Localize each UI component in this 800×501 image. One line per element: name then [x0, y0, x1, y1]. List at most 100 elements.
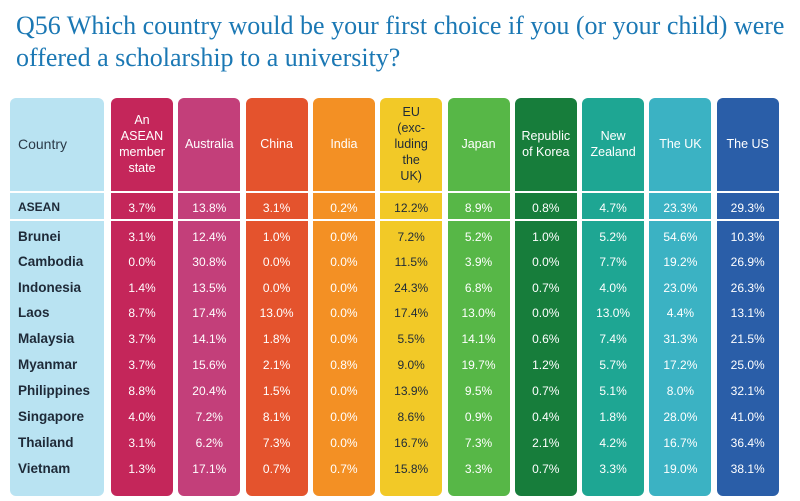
table-cell: 0.0% [330, 255, 358, 269]
row-label: Laos [18, 305, 50, 320]
table-cell: 1.5% [262, 384, 291, 398]
table-cell: 3.1% [262, 201, 291, 215]
column-1 [111, 98, 173, 496]
table-cell: 12.2% [394, 201, 429, 215]
table-cell: 1.0% [532, 230, 560, 244]
table-cell: 23.3% [663, 201, 698, 215]
row-label: Thailand [18, 435, 74, 450]
table-cell: 19.7% [461, 358, 496, 372]
table-cell: 0.6% [532, 332, 560, 346]
column-header: China [260, 137, 293, 151]
table-cell: 38.1% [730, 462, 765, 476]
column-5 [380, 98, 443, 496]
column-header: Australia [184, 137, 234, 151]
table-cell: 1.8% [599, 410, 627, 424]
table-cell: 4.0% [128, 410, 156, 424]
table-cell: 0.8% [532, 201, 560, 215]
column-10 [716, 98, 779, 496]
table-cell: 2.1% [262, 358, 291, 372]
table-cell: 3.7% [128, 332, 156, 346]
table-cell: 3.7% [128, 201, 156, 215]
table-cell: 12.4% [192, 230, 227, 244]
row-label: Brunei [18, 229, 61, 244]
table-cell: 16.7% [663, 436, 698, 450]
table-cell: 17.1% [192, 462, 227, 476]
table-cell: 0.7% [532, 281, 560, 295]
table-cell: 23.0% [663, 281, 698, 295]
table-cell: 54.6% [663, 230, 698, 244]
table-cell: 4.7% [599, 201, 627, 215]
table-cell: 16.7% [394, 436, 429, 450]
table-cell: 1.2% [532, 358, 560, 372]
table-cell: 0.4% [532, 410, 560, 424]
table-cell: 4.2% [599, 436, 627, 450]
table-cell: 14.1% [461, 332, 496, 346]
table-cell: 21.5% [730, 332, 765, 346]
column-7 [514, 98, 577, 496]
column-header: India [330, 137, 358, 151]
row-label: Singapore [18, 409, 85, 424]
table-cell: 1.4% [128, 281, 156, 295]
table-cell: 30.8% [192, 255, 227, 269]
table-cell: 0.9% [464, 410, 493, 424]
column-header: The US [726, 137, 769, 151]
table-cell: 7.7% [599, 255, 627, 269]
row-label: ASEAN [18, 200, 61, 214]
table-cell: 3.9% [464, 255, 493, 269]
table-cell: 17.4% [192, 306, 227, 320]
table-cell: 5.2% [464, 230, 493, 244]
table-cell: 3.3% [599, 462, 627, 476]
table-cell: 8.1% [262, 410, 291, 424]
table-cell: 17.2% [663, 358, 698, 372]
table-cell: 1.3% [128, 462, 156, 476]
table-cell: 1.8% [262, 332, 291, 346]
table-cell: 36.4% [730, 436, 765, 450]
column-3 [245, 98, 308, 496]
table-cell: 13.0% [461, 306, 496, 320]
table-cell: 0.0% [330, 306, 358, 320]
table-cell: 0.0% [532, 306, 560, 320]
column-4 [312, 98, 375, 496]
table-cell: 0.0% [262, 255, 291, 269]
table-cell: 20.4% [192, 384, 227, 398]
row-label: Cambodia [18, 254, 84, 269]
table-cell: 28.0% [663, 410, 698, 424]
column-9 [649, 98, 712, 496]
column-header: New Zealand [590, 129, 636, 159]
row-label: Myanmar [18, 357, 78, 372]
row-label: Vietnam [18, 461, 71, 476]
table-cell: 11.5% [394, 255, 428, 269]
row-label: Philippines [18, 383, 91, 398]
table-cell: 26.3% [730, 281, 765, 295]
column-header: The UK [659, 137, 702, 151]
table-cell: 0.7% [330, 462, 358, 476]
table-cell: 0.0% [330, 281, 358, 295]
column-header: An ASEAN member state [119, 113, 165, 175]
table-cell: 5.5% [397, 332, 425, 346]
table-cell: 0.0% [532, 255, 560, 269]
table-cell: 3.1% [128, 230, 156, 244]
column-2 [178, 98, 241, 496]
table-cell: 29.3% [730, 201, 765, 215]
country-column [10, 98, 104, 496]
table-cell: 0.0% [330, 410, 358, 424]
table-cell: 5.7% [599, 358, 627, 372]
row-label: Indonesia [18, 280, 82, 295]
column-8 [582, 98, 645, 496]
table-cell: 8.0% [666, 384, 695, 398]
table-cell: 0.7% [532, 462, 560, 476]
table-cell: 41.0% [730, 410, 765, 424]
row-separator [10, 219, 780, 221]
table-cell: 9.5% [464, 384, 493, 398]
table-cell: 19.0% [663, 462, 698, 476]
row-label: Malaysia [18, 331, 75, 346]
table-cell: 6.8% [464, 281, 493, 295]
table-cell: 0.8% [330, 358, 358, 372]
table-cell: 0.0% [330, 332, 358, 346]
table-cell: 10.3% [730, 230, 765, 244]
column-header: Japan [461, 137, 496, 151]
table-cell: 8.7% [128, 306, 156, 320]
table-cell: 8.6% [397, 410, 425, 424]
table-cell: 4.4% [666, 306, 695, 320]
table-cell: 3.1% [128, 436, 156, 450]
